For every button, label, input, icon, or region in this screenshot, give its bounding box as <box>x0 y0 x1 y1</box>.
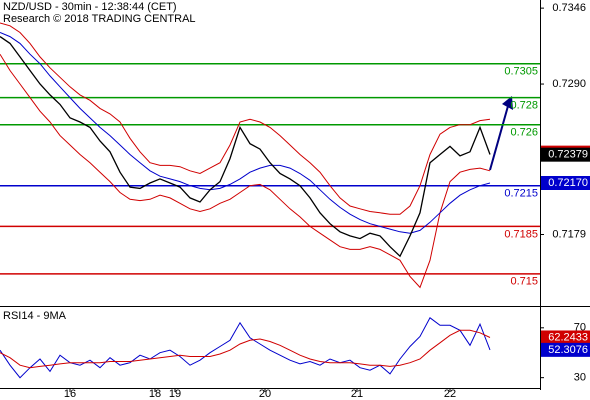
series-line <box>0 317 491 379</box>
x-tick-label: 22 <box>444 388 456 400</box>
price-tag <box>541 330 590 345</box>
forecast-arrow <box>489 105 509 171</box>
level-label: 0.728 <box>510 100 538 112</box>
price-tag <box>541 342 590 357</box>
series-line <box>0 22 491 215</box>
level-label: 0.715 <box>510 276 538 288</box>
x-tick-label: 20 <box>259 388 271 400</box>
price-tag-label: 52.3076 <box>548 344 588 356</box>
level-label: 0.7185 <box>504 228 538 240</box>
y-tick-label: 0.7290 <box>552 78 586 90</box>
forecast-arrow-head <box>502 96 513 110</box>
x-tick-label: 18 <box>149 388 161 400</box>
y-tick-label: 0.7346 <box>552 2 586 14</box>
x-tick-label: 16 <box>64 388 76 400</box>
chart-title: NZD/USD - 30min - 12:38:44 (CET) <box>3 1 177 13</box>
chart-subtitle: Research © 2018 TRADING CENTRAL <box>3 13 196 25</box>
level-label: 0.7305 <box>504 66 538 78</box>
price-tag-label: 62.2433 <box>548 331 588 343</box>
series-line <box>0 329 491 369</box>
series-line <box>0 36 491 258</box>
price-tag <box>541 176 590 190</box>
x-tick-label: 21 <box>351 388 363 400</box>
y-tick-label: 0.7179 <box>552 228 586 240</box>
y-tick-label: 30 <box>574 372 586 384</box>
level-label: 0.726 <box>510 127 538 139</box>
x-tick-label: 19 <box>169 388 181 400</box>
price-tag-label: 0.72170 <box>548 177 588 189</box>
level-label: 0.7215 <box>504 188 538 200</box>
series-line <box>0 32 491 234</box>
series-line <box>0 53 491 289</box>
price-tag-label: 0.72379 <box>548 149 588 161</box>
price-tag <box>541 147 590 162</box>
indicator-title: RSI14 - 9MA <box>3 310 67 322</box>
